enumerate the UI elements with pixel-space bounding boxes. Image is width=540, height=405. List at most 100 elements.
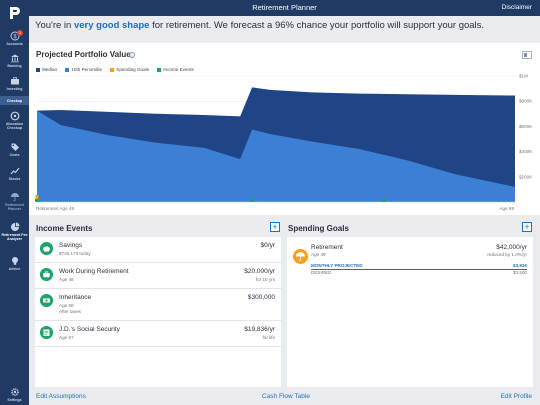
income-event-detail: $736,170 today [59,251,91,256]
stocks-icon [10,167,19,175]
monthly-projected-label: MONTHLY PROJECTED [311,263,363,268]
sidebar-item-label: Investing [6,87,23,91]
income-event-amount: $0/yr [260,242,275,249]
y-tick-label: $400K [519,149,533,154]
sidebar-item-allocation-checkup[interactable]: Allocation Checkup [0,111,29,133]
gear-icon [10,388,19,396]
x-axis-end-label: Age 89 [499,206,514,211]
y-tick-label: $600K [519,124,533,129]
edit-assumptions-link[interactable]: Edit Assumptions [36,393,86,400]
sidebar-item-settings[interactable]: Settings [0,387,29,402]
chart-title: Projected Portfolio Value [36,50,131,59]
income-event-amount: $19,836/yr [244,326,275,333]
spending-goal-row[interactable]: Retirement Age 49 $42,000/yr reduced by … [287,237,533,279]
legend-item-income-events: Income Events [157,67,194,72]
sidebar-item-accounts[interactable]: $ 1 Accounts [0,30,29,46]
spending-goal-marker[interactable] [35,195,39,199]
x-axis-start-label: Retirement Age 49 [36,206,75,211]
umbrella-icon [293,249,308,264]
sidebar-item-banking[interactable]: Banking [0,53,29,68]
sidebar-item-label: Accounts [6,42,23,46]
income-event-detail: Age 67 [59,335,74,340]
income-event-marker[interactable] [35,199,39,202]
income-event-row[interactable]: Inheritance Age 60 After taxes $300,000 [35,289,281,321]
income-event-name: Savings [59,242,83,249]
spending-goal-name: Retirement [311,244,343,251]
edit-profile-link[interactable]: Edit Profile [500,393,532,400]
income-event-row[interactable]: Work During Retirement Age 49 $20,000/yr… [35,263,281,289]
monthly-projected-row: MONTHLY PROJECTED $3,916 [311,263,527,270]
income-event-detail: Age 60 [59,303,74,308]
spending-goal-reduction: reduced by 1.0%/yr [487,252,527,257]
bank-icon [10,54,19,63]
add-spending-goal-button[interactable]: + [522,222,532,232]
legend-label: Median [42,67,58,72]
legend-item-spending-goals: Spending Goals [110,67,149,72]
income-event-name: Work During Retirement [59,268,129,275]
retirement-summary-headline: You're in very good shape for retirement… [35,20,484,31]
desired-row: DESIRED $3,500 [311,270,527,275]
legend-label: Income Events [163,67,194,72]
disclaimer-link[interactable]: Disclaimer [501,3,532,11]
legend-swatch [110,67,115,72]
personal-capital-logo-icon[interactable] [7,5,22,20]
income-event-amount: $20,000/yr [244,268,275,275]
income-event-name: Inheritance [59,294,92,301]
tenth-percentile-area[interactable] [37,110,515,202]
headline-prefix: You're in [35,20,74,31]
card-icon [40,326,53,339]
income-event-detail: After taxes [59,309,81,314]
sidebar-item-label: Allocation Checkup [5,122,24,130]
legend-swatch [157,67,162,72]
y-tick-label: $800K [519,99,533,104]
desired-value: $3,500 [512,270,527,275]
income-event-row[interactable]: J.D.'s Social Security Age 67 $19,836/yr… [35,321,281,347]
monthly-projected-value: $3,916 [512,263,527,268]
lightbulb-icon [11,257,18,265]
sidebar-item-costs[interactable]: Costs [0,142,29,157]
income-event-row[interactable]: Savings $736,170 today $0/yr [35,237,281,263]
income-event-duration: for 10 yrs [255,277,275,282]
sidebar-item-label: Stocks [8,177,21,181]
allocation-icon [10,111,19,121]
sidebar-item-advice[interactable]: Advice [0,256,29,271]
piggy-bank-icon [40,242,53,255]
income-event-name: J.D.'s Social Security [59,326,120,333]
sidebar-item-checkup[interactable]: Checkup [0,96,29,105]
income-event-detail: Age 49 [59,277,74,282]
sidebar-item-stocks[interactable]: Stocks [0,166,29,181]
sidebar-item-retirement-planner[interactable]: Retirement Planner [0,192,29,214]
y-tick-label: $200K [519,174,533,179]
portfolio-area-chart[interactable]: $1M $800K $600K $400K $200K [29,43,540,215]
briefcase-icon [40,268,53,281]
chart-legend: Median 10th Percentile Spending Goals In… [36,67,201,72]
notification-badge: 1 [17,30,23,36]
sidebar-item-label: Retirement Fee Analyzer [1,233,28,241]
income-event-marker[interactable] [381,199,386,202]
export-icon[interactable] [522,51,532,59]
income-events-title: Income Events [36,224,93,233]
briefcase-icon [10,77,19,85]
legend-item-median: Median [36,67,57,72]
pie-icon [10,222,19,231]
add-income-event-button[interactable]: + [270,222,280,232]
sidebar-item-label: Retirement Planner [5,203,24,211]
legend-label: 10th Percentile [71,67,103,72]
spending-goals-title: Spending Goals [288,224,349,233]
headline-suffix: for retirement. We forecast a 96% chance… [149,20,485,31]
cash-flow-table-link[interactable]: Cash Flow Table [262,393,310,400]
sidebar-item-investing[interactable]: Investing [0,76,29,91]
income-event-amount: $300,000 [247,294,275,301]
projected-portfolio-panel: Projected Portfolio Value i Median 10th … [29,43,540,215]
sidebar-item-retirement-fee-analyzer[interactable]: Retirement Fee Analyzer [0,222,29,244]
sidebar-item-label: Costs [9,153,20,157]
sidebar-item-label: Checkup [6,99,23,103]
app-title: Retirement Planner [252,3,317,12]
info-icon[interactable]: i [129,52,135,58]
spending-goal-amount: $42,000/yr [496,244,527,251]
income-event-duration: for life [262,335,275,340]
income-event-marker[interactable] [250,199,255,202]
income-events-list: Savings $736,170 today $0/yr Work During… [35,237,281,387]
legend-label: Spending Goals [116,67,149,72]
top-bar: Retirement Planner Disclaimer [29,0,540,16]
